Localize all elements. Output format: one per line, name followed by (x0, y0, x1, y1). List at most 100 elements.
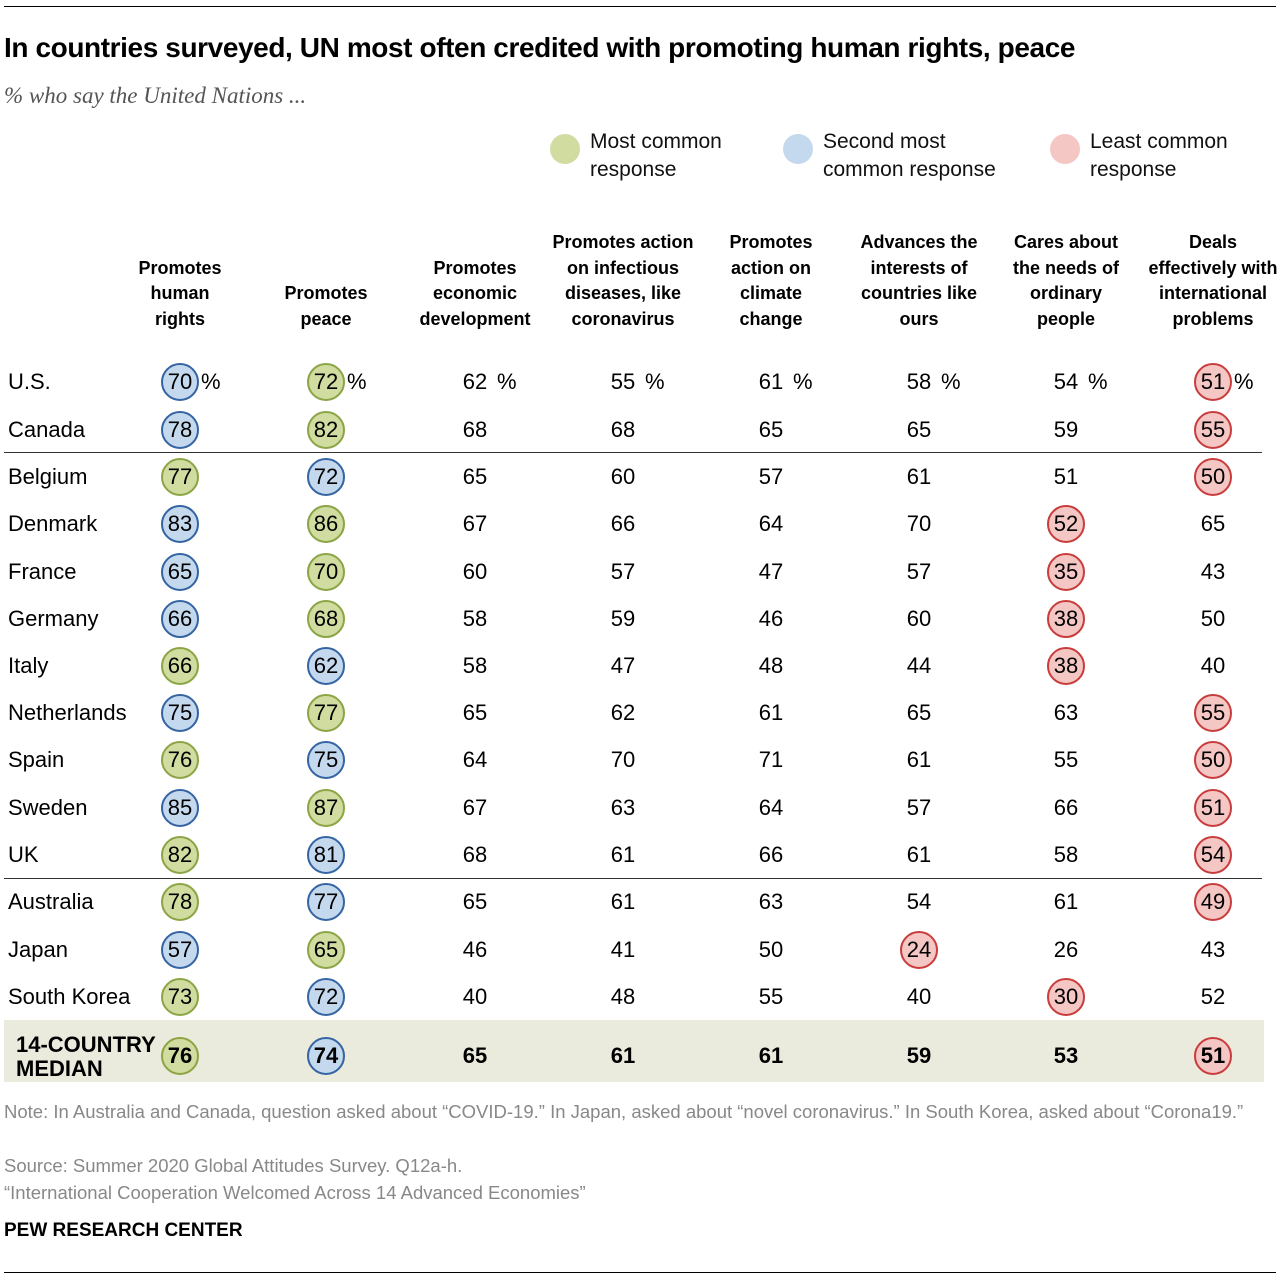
chart-subtitle: % who say the United Nations ... (4, 83, 307, 108)
most-common-circle-marker (307, 411, 345, 449)
least-common-circle-marker (1194, 411, 1232, 449)
column-header: Promotes action on infectious diseases, … (552, 232, 694, 329)
legend-label: Second most common response (823, 130, 996, 181)
most-common-circle-marker (161, 1037, 199, 1075)
value-cell: 59 (610, 606, 636, 631)
value-cell: 61 (610, 889, 636, 914)
value-cell: 54 (1200, 842, 1226, 867)
legend-label: Least common response (1090, 130, 1228, 181)
second-most-circle-marker (307, 458, 345, 496)
value-cell: 41 (610, 937, 636, 962)
chart-title: In countries surveyed, UN most often cre… (4, 32, 1076, 63)
least-common-circle-marker (1047, 600, 1085, 638)
legend-blue-circle-icon (783, 134, 813, 164)
value-cell: 82 (167, 842, 193, 867)
top-rule (4, 6, 1276, 7)
value-cell: 65 (906, 417, 932, 442)
country-label: U.S. (8, 369, 51, 394)
value-cell: 68 (610, 417, 636, 442)
median-label: 14-COUNTRY MEDIAN (16, 1032, 156, 1081)
value-cell: 61 (758, 1043, 784, 1068)
note: Note: In Australia and Canada, question … (4, 1101, 1244, 1122)
value-cell: 58 (462, 606, 488, 631)
value-cell: 24 (906, 937, 932, 962)
value-cell: 87 (313, 795, 339, 820)
value-cell: 75 (167, 700, 193, 725)
column-header: Promotes action on climate change (729, 232, 813, 329)
country-label: France (8, 559, 77, 584)
value-cell: 50 (758, 937, 784, 962)
value-cell: 61 (758, 369, 784, 394)
value-cell: 68 (313, 606, 339, 631)
value-cell: 52 (1053, 511, 1079, 536)
value-cell: 60 (462, 559, 488, 584)
value-cell: 58 (906, 369, 932, 394)
country-label: Germany (8, 606, 99, 631)
column-header: Cares about the needs of ordinary people (1012, 232, 1119, 329)
value-cell: 54 (1053, 369, 1079, 394)
value-cell: 61 (906, 464, 932, 489)
value-cell: 59 (906, 1043, 932, 1068)
most-common-circle-marker (307, 505, 345, 543)
value-cell: 61 (1053, 889, 1079, 914)
value-cell: 65 (1200, 511, 1226, 536)
value-cell: 66 (167, 653, 193, 678)
value-cell: 49 (1200, 889, 1226, 914)
value-cell: 66 (1053, 795, 1079, 820)
country-label: Australia (8, 889, 94, 914)
least-common-circle-marker (1194, 741, 1232, 779)
value-cell: 55 (1200, 700, 1226, 725)
value-cell: 55 (1200, 417, 1226, 442)
value-cell: 66 (167, 606, 193, 631)
value-cell: 57 (906, 559, 932, 584)
value-cell: 65 (462, 464, 488, 489)
second-most-circle-marker (161, 411, 199, 449)
column-header: Promotes economic development (419, 257, 531, 329)
value-cell: 55 (1053, 747, 1079, 772)
value-cell: 43 (1200, 937, 1226, 962)
percent-sign: % (793, 369, 813, 394)
value-cell: 78 (167, 889, 193, 914)
value-cell: 86 (313, 511, 339, 536)
country-label: UK (8, 842, 39, 867)
percent-sign: % (645, 369, 665, 394)
value-cell: 62 (313, 653, 339, 678)
least-common-circle-marker (1047, 505, 1085, 543)
second-most-circle-marker (161, 553, 199, 591)
value-cell: 55 (758, 984, 784, 1009)
value-cell: 51 (1200, 369, 1226, 394)
most-common-circle-marker (161, 836, 199, 874)
value-cell: 70 (610, 747, 636, 772)
value-cell: 65 (462, 700, 488, 725)
value-cell: 35 (1053, 559, 1079, 584)
legend-red-circle-icon (1050, 134, 1080, 164)
percent-sign: % (941, 369, 961, 394)
value-cell: 68 (462, 842, 488, 867)
value-cell: 53 (1053, 1043, 1079, 1068)
least-common-circle-marker (1194, 1037, 1232, 1075)
median-row-band (4, 1020, 1264, 1082)
value-cell: 61 (610, 1043, 636, 1068)
value-cell: 65 (758, 417, 784, 442)
value-cell: 51 (1200, 1043, 1226, 1068)
source: Source: Summer 2020 Global Attitudes Sur… (4, 1155, 463, 1176)
most-common-circle-marker (161, 647, 199, 685)
country-label: Spain (8, 747, 65, 772)
value-cell: 57 (610, 559, 636, 584)
value-cell: 63 (1053, 700, 1079, 725)
value-cell: 61 (906, 842, 932, 867)
value-cell: 63 (610, 795, 636, 820)
value-cell: 57 (906, 795, 932, 820)
least-common-circle-marker (1047, 553, 1085, 591)
second-most-circle-marker (161, 694, 199, 732)
value-cell: 66 (758, 842, 784, 867)
second-most-circle-marker (161, 600, 199, 638)
value-cell: 54 (906, 889, 932, 914)
percent-sign: % (1088, 369, 1108, 394)
second-most-circle-marker (307, 883, 345, 921)
least-common-circle-marker (1194, 836, 1232, 874)
value-cell: 47 (610, 653, 636, 678)
least-common-circle-marker (1194, 694, 1232, 732)
country-label: Italy (8, 653, 49, 678)
country-label: Sweden (8, 795, 88, 820)
